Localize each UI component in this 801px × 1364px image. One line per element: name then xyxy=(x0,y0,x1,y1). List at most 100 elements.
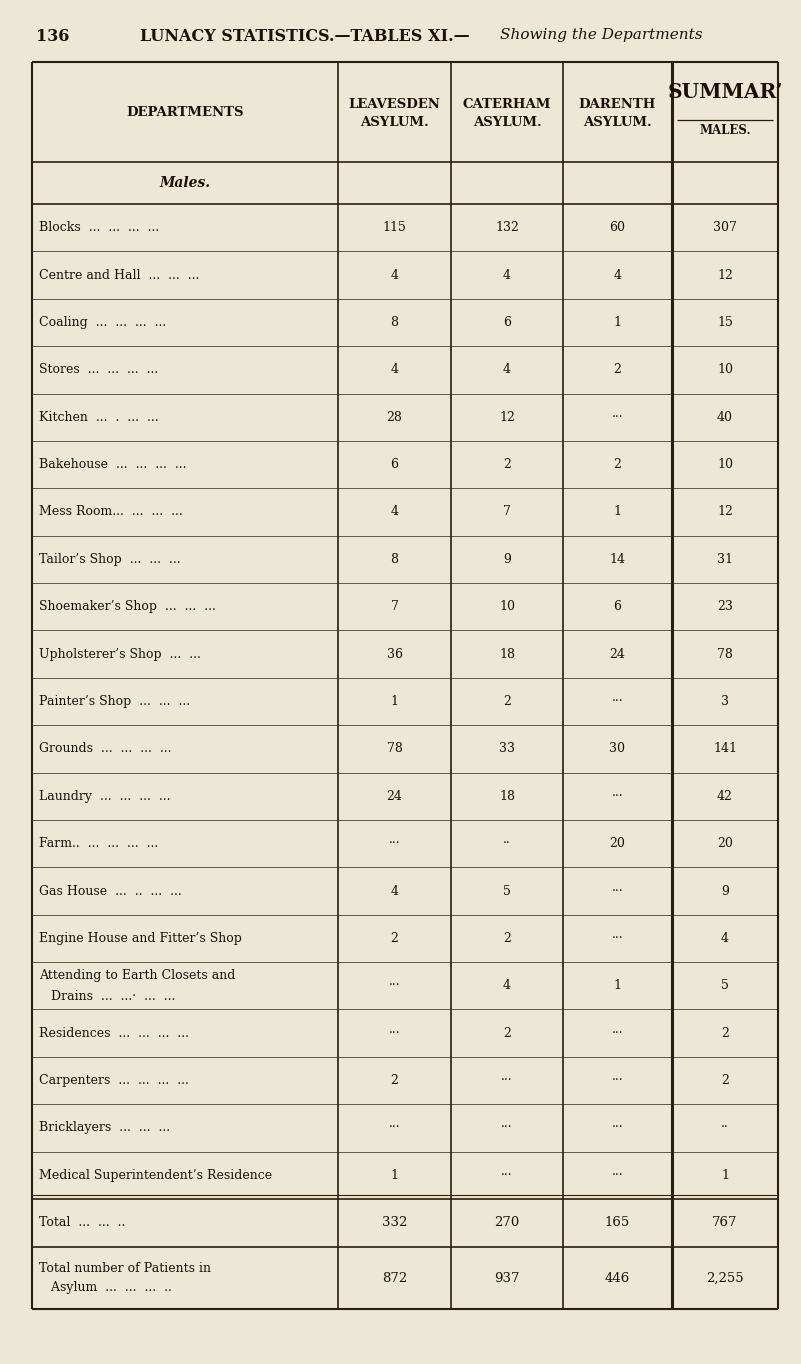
Text: DEPARTMENTS: DEPARTMENTS xyxy=(127,105,244,119)
Text: ···: ··· xyxy=(388,837,400,850)
Text: Total  ...  ...  ..: Total ... ... .. xyxy=(39,1217,134,1229)
Text: Upholsterer’s Shop  ...  ...: Upholsterer’s Shop ... ... xyxy=(39,648,201,660)
Text: 60: 60 xyxy=(610,221,626,235)
Text: 4: 4 xyxy=(721,932,729,945)
Text: 136: 136 xyxy=(36,29,70,45)
Text: ···: ··· xyxy=(612,411,623,424)
Text: Tailor’s Shop  ...  ...  ...: Tailor’s Shop ... ... ... xyxy=(39,552,180,566)
Text: Engine House and Fitter’s Shop: Engine House and Fitter’s Shop xyxy=(39,932,242,945)
Text: 115: 115 xyxy=(383,221,406,235)
Text: ··: ·· xyxy=(503,837,511,850)
Text: 1: 1 xyxy=(614,316,622,329)
Text: Painter’s Shop  ...  ...  ...: Painter’s Shop ... ... ... xyxy=(39,696,190,708)
Text: 8: 8 xyxy=(391,316,399,329)
Text: DARENTH: DARENTH xyxy=(579,97,656,110)
Text: Mess Room...  ...  ...  ...: Mess Room... ... ... ... xyxy=(39,506,183,518)
Text: 2: 2 xyxy=(614,458,622,471)
Text: ···: ··· xyxy=(612,1121,623,1135)
Text: 10: 10 xyxy=(717,458,733,471)
Text: Grounds  ...  ...  ...  ...: Grounds ... ... ... ... xyxy=(39,742,171,756)
Text: 446: 446 xyxy=(605,1271,630,1285)
Text: 20: 20 xyxy=(610,837,626,850)
Text: 767: 767 xyxy=(712,1217,738,1229)
Text: 7: 7 xyxy=(391,600,398,614)
Text: ···: ··· xyxy=(612,1027,623,1039)
Text: 15: 15 xyxy=(717,316,733,329)
Text: 36: 36 xyxy=(387,648,402,660)
Text: 1: 1 xyxy=(391,696,399,708)
Text: ···: ··· xyxy=(612,884,623,898)
Text: 2: 2 xyxy=(721,1073,729,1087)
Text: Residences  ...  ...  ...  ...: Residences ... ... ... ... xyxy=(39,1027,189,1039)
Text: 4: 4 xyxy=(391,363,399,376)
Text: ···: ··· xyxy=(501,1169,513,1181)
Text: 4: 4 xyxy=(391,884,399,898)
Text: 2: 2 xyxy=(503,696,511,708)
Text: ···: ··· xyxy=(612,1169,623,1181)
Text: 1: 1 xyxy=(614,979,622,992)
Text: 8: 8 xyxy=(391,552,399,566)
Text: 2: 2 xyxy=(614,363,622,376)
Text: 4: 4 xyxy=(614,269,622,281)
Text: 2: 2 xyxy=(391,1073,398,1087)
Text: 2,255: 2,255 xyxy=(706,1271,744,1285)
Text: Showing the Departments: Showing the Departments xyxy=(500,29,702,42)
Text: 5: 5 xyxy=(503,884,511,898)
Text: Asylum  ...  ...  ...  ..: Asylum ... ... ... .. xyxy=(39,1282,172,1294)
Text: Drains  ...  ...·  ...  ...: Drains ... ...· ... ... xyxy=(39,990,175,1003)
Text: ASYLUM.: ASYLUM. xyxy=(360,116,429,128)
Text: Total number of Patients in: Total number of Patients in xyxy=(39,1262,211,1274)
Text: 4: 4 xyxy=(391,506,399,518)
Text: Farm..  ...  ...  ...  ...: Farm.. ... ... ... ... xyxy=(39,837,159,850)
Text: 31: 31 xyxy=(717,552,733,566)
Text: Laundry  ...  ...  ...  ...: Laundry ... ... ... ... xyxy=(39,790,171,803)
Text: 33: 33 xyxy=(499,742,515,756)
Text: 307: 307 xyxy=(713,221,737,235)
Text: 10: 10 xyxy=(717,363,733,376)
Text: 2: 2 xyxy=(503,1027,511,1039)
Text: 9: 9 xyxy=(721,884,729,898)
Text: CATERHAM: CATERHAM xyxy=(463,97,551,110)
Text: 78: 78 xyxy=(717,648,733,660)
Text: 1: 1 xyxy=(391,1169,399,1181)
Text: ASYLUM.: ASYLUM. xyxy=(583,116,652,128)
Text: 7: 7 xyxy=(503,506,511,518)
Text: Males.: Males. xyxy=(159,176,211,190)
Text: 332: 332 xyxy=(382,1217,407,1229)
Text: Carpenters  ...  ...  ...  ...: Carpenters ... ... ... ... xyxy=(39,1073,189,1087)
Text: ···: ··· xyxy=(388,979,400,992)
Text: 42: 42 xyxy=(717,790,733,803)
Text: 6: 6 xyxy=(614,600,622,614)
Text: Bricklayers  ...  ...  ...: Bricklayers ... ... ... xyxy=(39,1121,170,1135)
Text: 2: 2 xyxy=(503,932,511,945)
Text: Centre and Hall  ...  ...  ...: Centre and Hall ... ... ... xyxy=(39,269,199,281)
Text: ···: ··· xyxy=(388,1027,400,1039)
Text: 6: 6 xyxy=(503,316,511,329)
Text: 10: 10 xyxy=(499,600,515,614)
Text: Coaling  ...  ...  ...  ...: Coaling ... ... ... ... xyxy=(39,316,167,329)
Text: 24: 24 xyxy=(387,790,402,803)
Text: 30: 30 xyxy=(610,742,626,756)
Text: 12: 12 xyxy=(717,269,733,281)
Text: 12: 12 xyxy=(499,411,515,424)
Text: 78: 78 xyxy=(387,742,402,756)
Text: 40: 40 xyxy=(717,411,733,424)
Text: 2: 2 xyxy=(721,1027,729,1039)
Text: ···: ··· xyxy=(388,1121,400,1135)
Text: 12: 12 xyxy=(717,506,733,518)
Text: 4: 4 xyxy=(503,363,511,376)
Text: 2: 2 xyxy=(391,932,398,945)
Text: 24: 24 xyxy=(610,648,626,660)
Text: Stores  ...  ...  ...  ...: Stores ... ... ... ... xyxy=(39,363,159,376)
Text: 5: 5 xyxy=(721,979,729,992)
Text: Medical Superintendent’s Residence: Medical Superintendent’s Residence xyxy=(39,1169,272,1181)
Text: ···: ··· xyxy=(612,790,623,803)
Text: 28: 28 xyxy=(387,411,402,424)
Text: 3: 3 xyxy=(721,696,729,708)
Text: 18: 18 xyxy=(499,790,515,803)
Text: Blocks  ...  ...  ...  ...: Blocks ... ... ... ... xyxy=(39,221,159,235)
Text: ···: ··· xyxy=(612,696,623,708)
Text: 18: 18 xyxy=(499,648,515,660)
Text: ··: ·· xyxy=(721,1121,729,1135)
Text: ASYLUM.: ASYLUM. xyxy=(473,116,541,128)
